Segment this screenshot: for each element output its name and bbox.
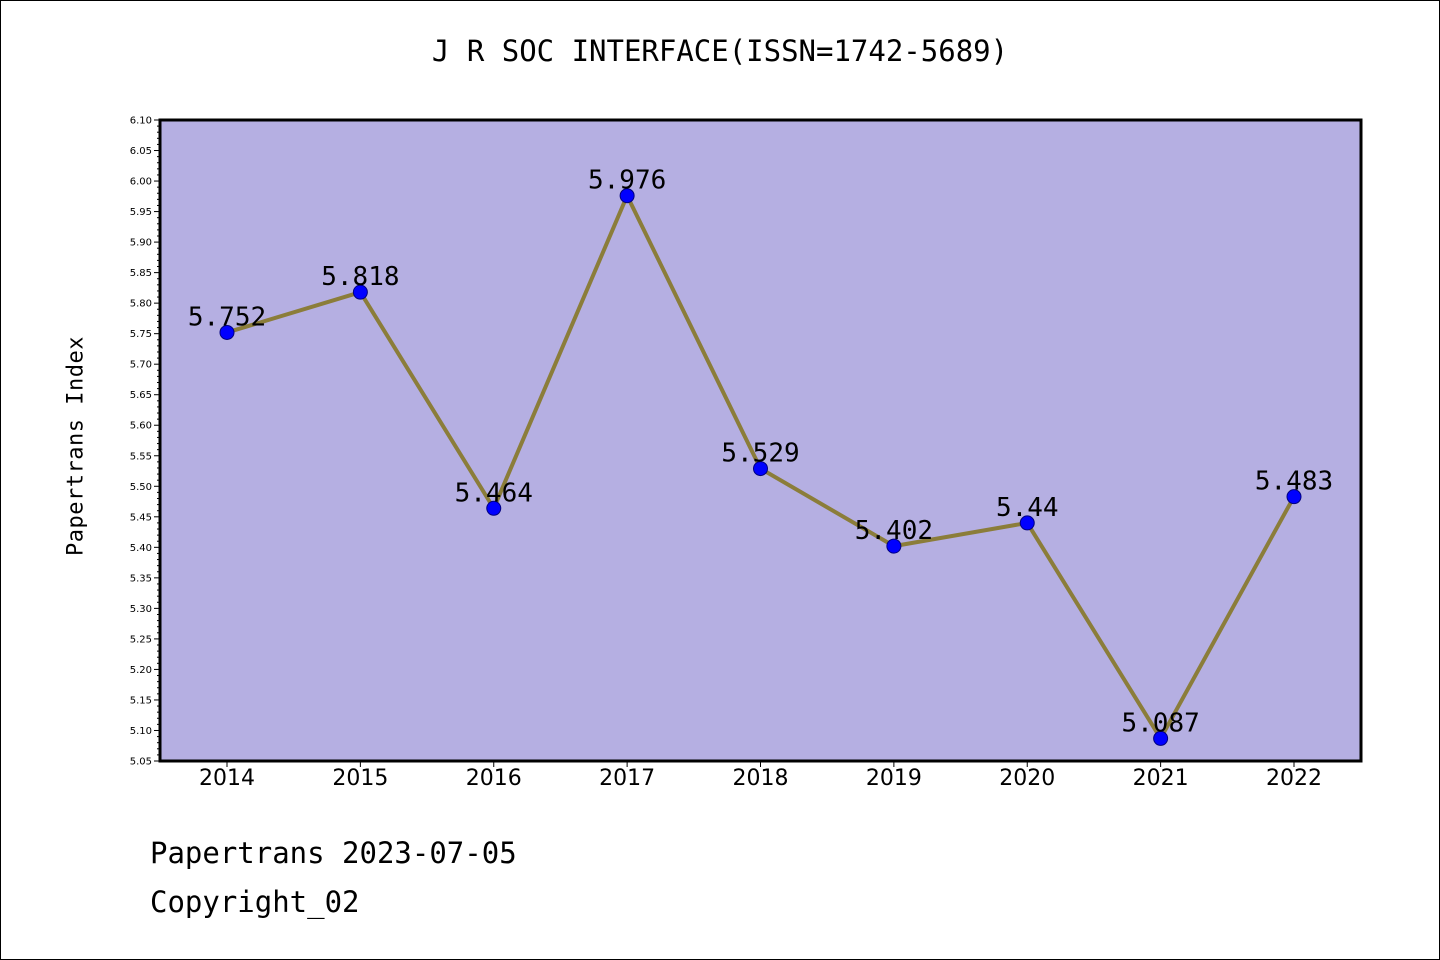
x-tick-label: 2015 [332, 766, 388, 791]
data-point [352, 284, 368, 300]
data-label: 5.087 [1121, 708, 1199, 738]
x-axis: 2014 2015 2016 2017 2018 2019 2020 2021 2022 [199, 761, 1322, 791]
data-point [619, 188, 635, 204]
x-tick-label: 2017 [599, 766, 655, 791]
data-label: 5.44 [996, 493, 1059, 523]
data-point [486, 500, 502, 516]
data-label: 5.529 [721, 439, 799, 469]
y-tick-label: 6.10 [130, 116, 152, 127]
y-tick-label: 5.65 [130, 390, 152, 401]
y-tick-label: 5.55 [130, 451, 152, 462]
y-tick-label: 5.25 [130, 634, 152, 645]
data-label: 5.464 [455, 478, 533, 508]
plot-border [158, 118, 1363, 763]
y-tick-label: 5.10 [130, 726, 152, 737]
data-point [219, 324, 235, 340]
y-tick-label: 5.15 [130, 695, 152, 706]
data-markers [219, 188, 1302, 746]
y-tick-label: 5.95 [130, 207, 152, 218]
y-tick-label: 5.90 [130, 238, 152, 249]
data-label: 5.402 [855, 516, 933, 546]
x-tick-label: 2016 [466, 766, 522, 791]
x-tick-label: 2014 [199, 766, 255, 791]
data-point [1286, 489, 1302, 505]
plot-area [160, 120, 1361, 761]
y-tick-label: 5.30 [130, 604, 152, 615]
x-tick-label: 2019 [866, 766, 922, 791]
data-label: 5.752 [188, 302, 266, 332]
y-tick-label: 5.20 [130, 665, 152, 676]
data-point [886, 538, 902, 554]
data-label: 5.818 [321, 262, 399, 292]
footer-copyright: Copyright_02 [150, 885, 360, 919]
y-tick-label: 6.05 [130, 146, 152, 157]
x-tick-label: 2022 [1266, 766, 1322, 791]
y-tick-label: 5.35 [130, 573, 152, 584]
data-label: 5.976 [588, 166, 666, 196]
x-tick-label: 2021 [1133, 766, 1189, 791]
y-tick-label: 5.50 [130, 482, 152, 493]
data-point [753, 461, 768, 477]
y-tick-label: 5.45 [130, 512, 152, 523]
y-tick-label: 5.05 [130, 757, 152, 768]
x-tick-label: 2018 [733, 766, 789, 791]
y-tick-label: 5.80 [130, 299, 152, 310]
y-tick-label: 5.85 [130, 268, 152, 279]
y-tick-label: 5.40 [130, 543, 152, 554]
x-tick-label: 2020 [999, 766, 1055, 791]
data-point [1019, 515, 1035, 531]
chart-title: J R SOC INTERFACE(ISSN=1742-5689) [431, 34, 1009, 68]
y-tick-label: 5.70 [130, 360, 152, 371]
data-point [1153, 730, 1169, 746]
data-labels: 5.752 5.818 5.464 5.976 5.529 5.402 5.44 5.087 5… [188, 166, 1333, 739]
y-axis: 5.05 5.10 5.15 5.20 5.25 5.30 5.35 5.40 5.45 5.50… [130, 116, 160, 768]
y-tick-label: 5.75 [130, 329, 152, 340]
y-tick-label: 5.60 [130, 421, 152, 432]
footer-source: Papertrans 2023-07-05 [150, 836, 517, 870]
y-tick-label: 6.00 [130, 177, 152, 188]
data-label: 5.483 [1255, 467, 1333, 497]
